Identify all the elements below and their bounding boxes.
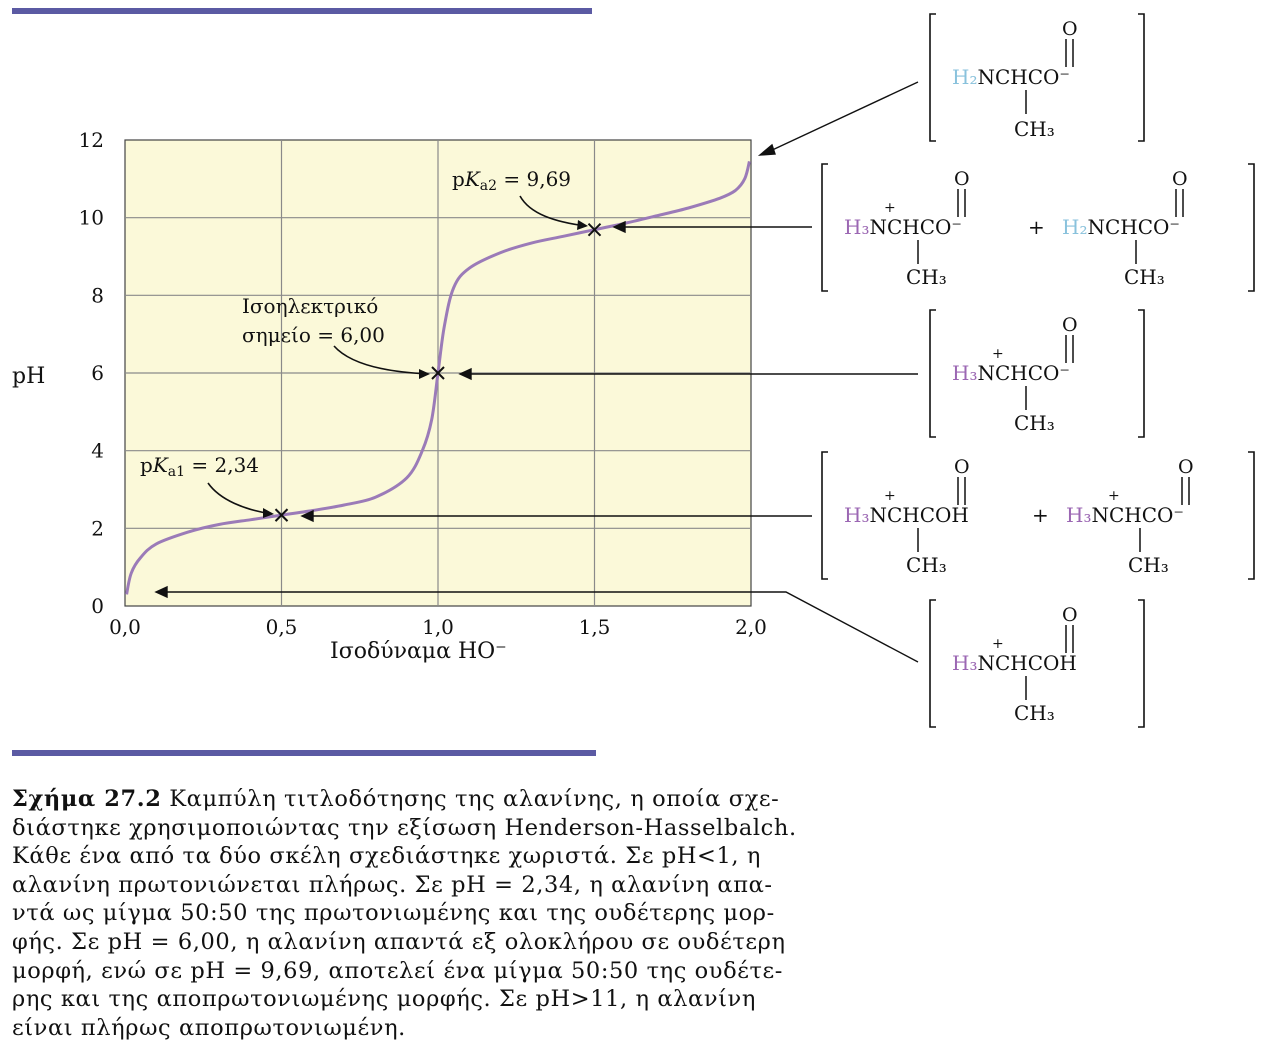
svg-text:+: + <box>992 346 1004 362</box>
svg-text:CH₃: CH₃ <box>906 553 947 577</box>
svg-text:+: + <box>1032 503 1049 527</box>
caption-line-6: φής. Σε pH = 6,00, η αλανίνη απαντά εξ ο… <box>12 928 786 955</box>
pka1-label: pKa1 = 2,34 <box>140 453 259 480</box>
caption-lead: Σχήμα 27.2 <box>12 786 162 812</box>
caption-line-9: είναι πλήρως αποπρωτονιωμένη. <box>12 1014 406 1041</box>
svg-text:+: + <box>884 200 896 216</box>
svg-text:CH₃: CH₃ <box>1124 265 1165 289</box>
connector-s1-head <box>757 143 776 156</box>
structure-mixture-pka2: O + H₃NCHCO⁻ CH₃ + O H₂NCHCO⁻ CH₃ <box>820 160 1258 295</box>
pka2-label: pKa2 = 9,69 <box>452 167 571 194</box>
svg-text:H₃NCHCOH: H₃NCHCOH <box>844 503 969 527</box>
svg-text:CH₃: CH₃ <box>1014 411 1055 435</box>
svg-text:H₃NCHCOH: H₃NCHCOH <box>952 651 1077 675</box>
x-tick-label: 1,0 <box>422 615 454 639</box>
structure-mixture-pka1: O + H₃NCHCOH CH₃ + O + H₃NCHCO⁻ CH₃ <box>820 448 1258 583</box>
methyl-label: CH₃ <box>1014 117 1055 141</box>
pka1-marker <box>274 508 289 522</box>
titration-chart: 0,0 0,5 1,0 1,5 2,0 0 2 4 6 8 10 12 pH Ισοδύναμα HO… <box>12 81 919 664</box>
caption-line-2: διάστηκε χρησιμοποιώντας την εξίσωση Hen… <box>12 814 797 841</box>
connector-s5-head <box>154 585 168 599</box>
svg-text:H₃NCHCO⁻: H₃NCHCO⁻ <box>844 215 962 239</box>
svg-text:O: O <box>954 456 970 478</box>
x-tick-label: 1,5 <box>579 615 611 639</box>
y-axis-label: pH <box>12 364 45 389</box>
y-tick-label: 10 <box>79 206 104 230</box>
svg-text:+: + <box>1108 488 1120 504</box>
svg-text:CH₃: CH₃ <box>906 265 947 289</box>
pi-pointer <box>333 345 429 375</box>
svg-text:O: O <box>1178 456 1194 478</box>
pi-pointer-head <box>419 369 430 379</box>
svg-text:+: + <box>1028 215 1045 239</box>
y-tick-label: 8 <box>91 283 104 307</box>
svg-text:CH₃: CH₃ <box>1014 701 1055 725</box>
structure-protonated: O + H₃NCHCOH CH₃ <box>928 596 1148 731</box>
svg-text:CH₃: CH₃ <box>1128 553 1169 577</box>
caption-line-8: ρης και της αποπρωτονιωμένης μορφής. Σε … <box>12 986 756 1013</box>
svg-text:O: O <box>954 168 970 190</box>
pi-label-line2: σημείο = 6,00 <box>242 323 385 347</box>
connector-s3-head <box>458 367 472 381</box>
svg-text:H₃NCHCO⁻: H₃NCHCO⁻ <box>952 361 1070 385</box>
pka1-pointer-head <box>263 508 274 518</box>
caption-line-5: ντά ως μίγμα 50:50 της πρωτονιωμένης και… <box>12 900 775 927</box>
caption-line-1: Σχήμα 27.2 Καμπύλη τιτλοδότησης της αλαν… <box>12 786 780 812</box>
pka2-pointer-head <box>577 220 588 230</box>
connector-s5 <box>164 591 919 663</box>
y-tick-label: 4 <box>91 439 104 463</box>
structure-zwitterion: O + H₃NCHCO⁻ CH₃ <box>928 306 1148 441</box>
structure-deprotonated: O H₂NCHCO⁻ CH₃ <box>928 10 1148 145</box>
y-tick-label: 12 <box>79 128 104 152</box>
pi-marker <box>431 366 445 380</box>
axis-ticks: 0,0 0,5 1,0 1,5 2,0 0 2 4 6 8 10 12 <box>79 128 767 639</box>
bottom-rule <box>12 750 596 756</box>
svg-text:H₂NCHCO⁻: H₂NCHCO⁻ <box>1062 215 1180 239</box>
caption-line-7: μορφή, ενώ σε pH = 9,69, αποτελεί ένα μί… <box>12 957 783 984</box>
y-tick-label: 6 <box>91 361 104 385</box>
backbone: NCHCO⁻ <box>977 65 1070 89</box>
svg-text:H₃NCHCO⁻: H₃NCHCO⁻ <box>1066 503 1184 527</box>
svg-text:O: O <box>1062 314 1078 336</box>
oxygen-label: O <box>1062 18 1078 40</box>
connector-s1 <box>767 81 919 153</box>
svg-text:O: O <box>1062 604 1078 626</box>
pi-label-line1: Ισοηλεκτρικό <box>242 294 378 318</box>
top-rule <box>12 8 592 14</box>
y-tick-label: 2 <box>91 516 104 540</box>
y-tick-label: 0 <box>91 594 104 618</box>
h2-group: H₂ <box>952 65 977 89</box>
caption-line-3: Κάθε ένα από τα δύο σκέλη σχεδιάστηκε χω… <box>12 843 762 870</box>
pka2-marker <box>587 222 602 237</box>
annotations: pKa2 = 9,69 Ισοηλεκτρικό σημείο = 6,00 p… <box>140 167 602 522</box>
svg-text:+: + <box>992 636 1004 652</box>
svg-text:+: + <box>884 488 896 504</box>
x-tick-label: 2,0 <box>735 615 767 639</box>
structure-connectors <box>154 81 919 663</box>
connector-s4-head <box>300 509 314 523</box>
connector-s2-head <box>612 220 626 234</box>
x-tick-label: 0,0 <box>109 615 141 639</box>
x-tick-label: 0,5 <box>266 615 298 639</box>
x-axis-label: Ισοδύναμα HO⁻ <box>330 639 507 664</box>
svg-text:O: O <box>1172 168 1188 190</box>
svg-text:H₂NCHCO⁻: H₂NCHCO⁻ <box>952 65 1070 89</box>
figure-caption: Σχήμα 27.2 Καμπύλη τιτλοδότησης της αλαν… <box>12 785 1012 1042</box>
caption-line-4: αλανίνη πρωτονιώνεται πλήρως. Σε pH = 2,… <box>12 871 773 898</box>
